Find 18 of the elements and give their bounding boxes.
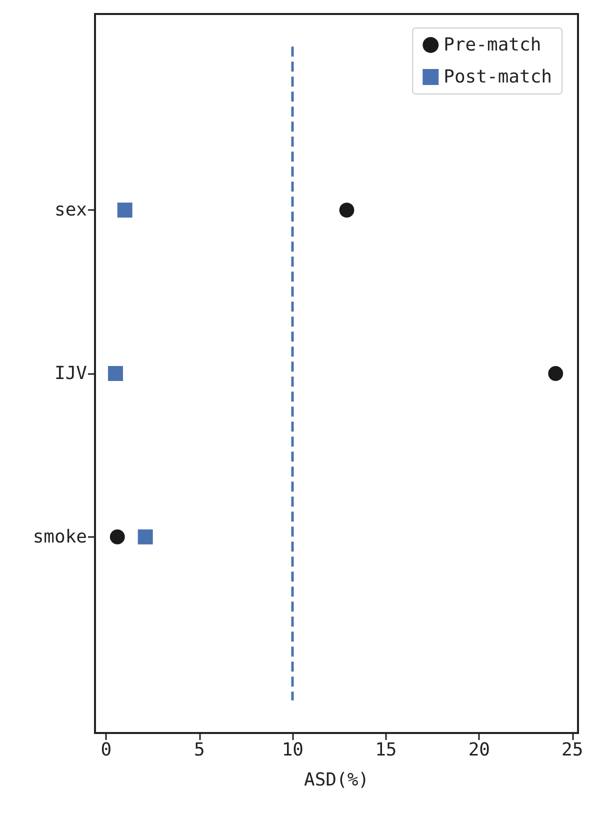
- point: [548, 366, 564, 381]
- point: [138, 529, 153, 544]
- x-tick-label: 0: [100, 740, 112, 760]
- x-axis-title: ASD(%): [304, 770, 370, 790]
- x-tick-label: 25: [562, 740, 584, 760]
- y-tick-label: sex: [54, 200, 88, 221]
- y-tick-label: IJV: [54, 363, 88, 384]
- point: [339, 202, 354, 218]
- legend-label: Post-match: [444, 66, 552, 88]
- x-tick-label: 5: [194, 740, 205, 760]
- x-tick-label: 10: [282, 740, 304, 760]
- point: [108, 366, 124, 381]
- legend-label: Pre-match: [444, 34, 542, 56]
- x-tick-label: 15: [375, 740, 397, 760]
- x-tick-label: 20: [468, 740, 490, 760]
- point: [110, 529, 125, 544]
- point: [117, 202, 132, 218]
- y-tick-label: smoke: [32, 526, 87, 548]
